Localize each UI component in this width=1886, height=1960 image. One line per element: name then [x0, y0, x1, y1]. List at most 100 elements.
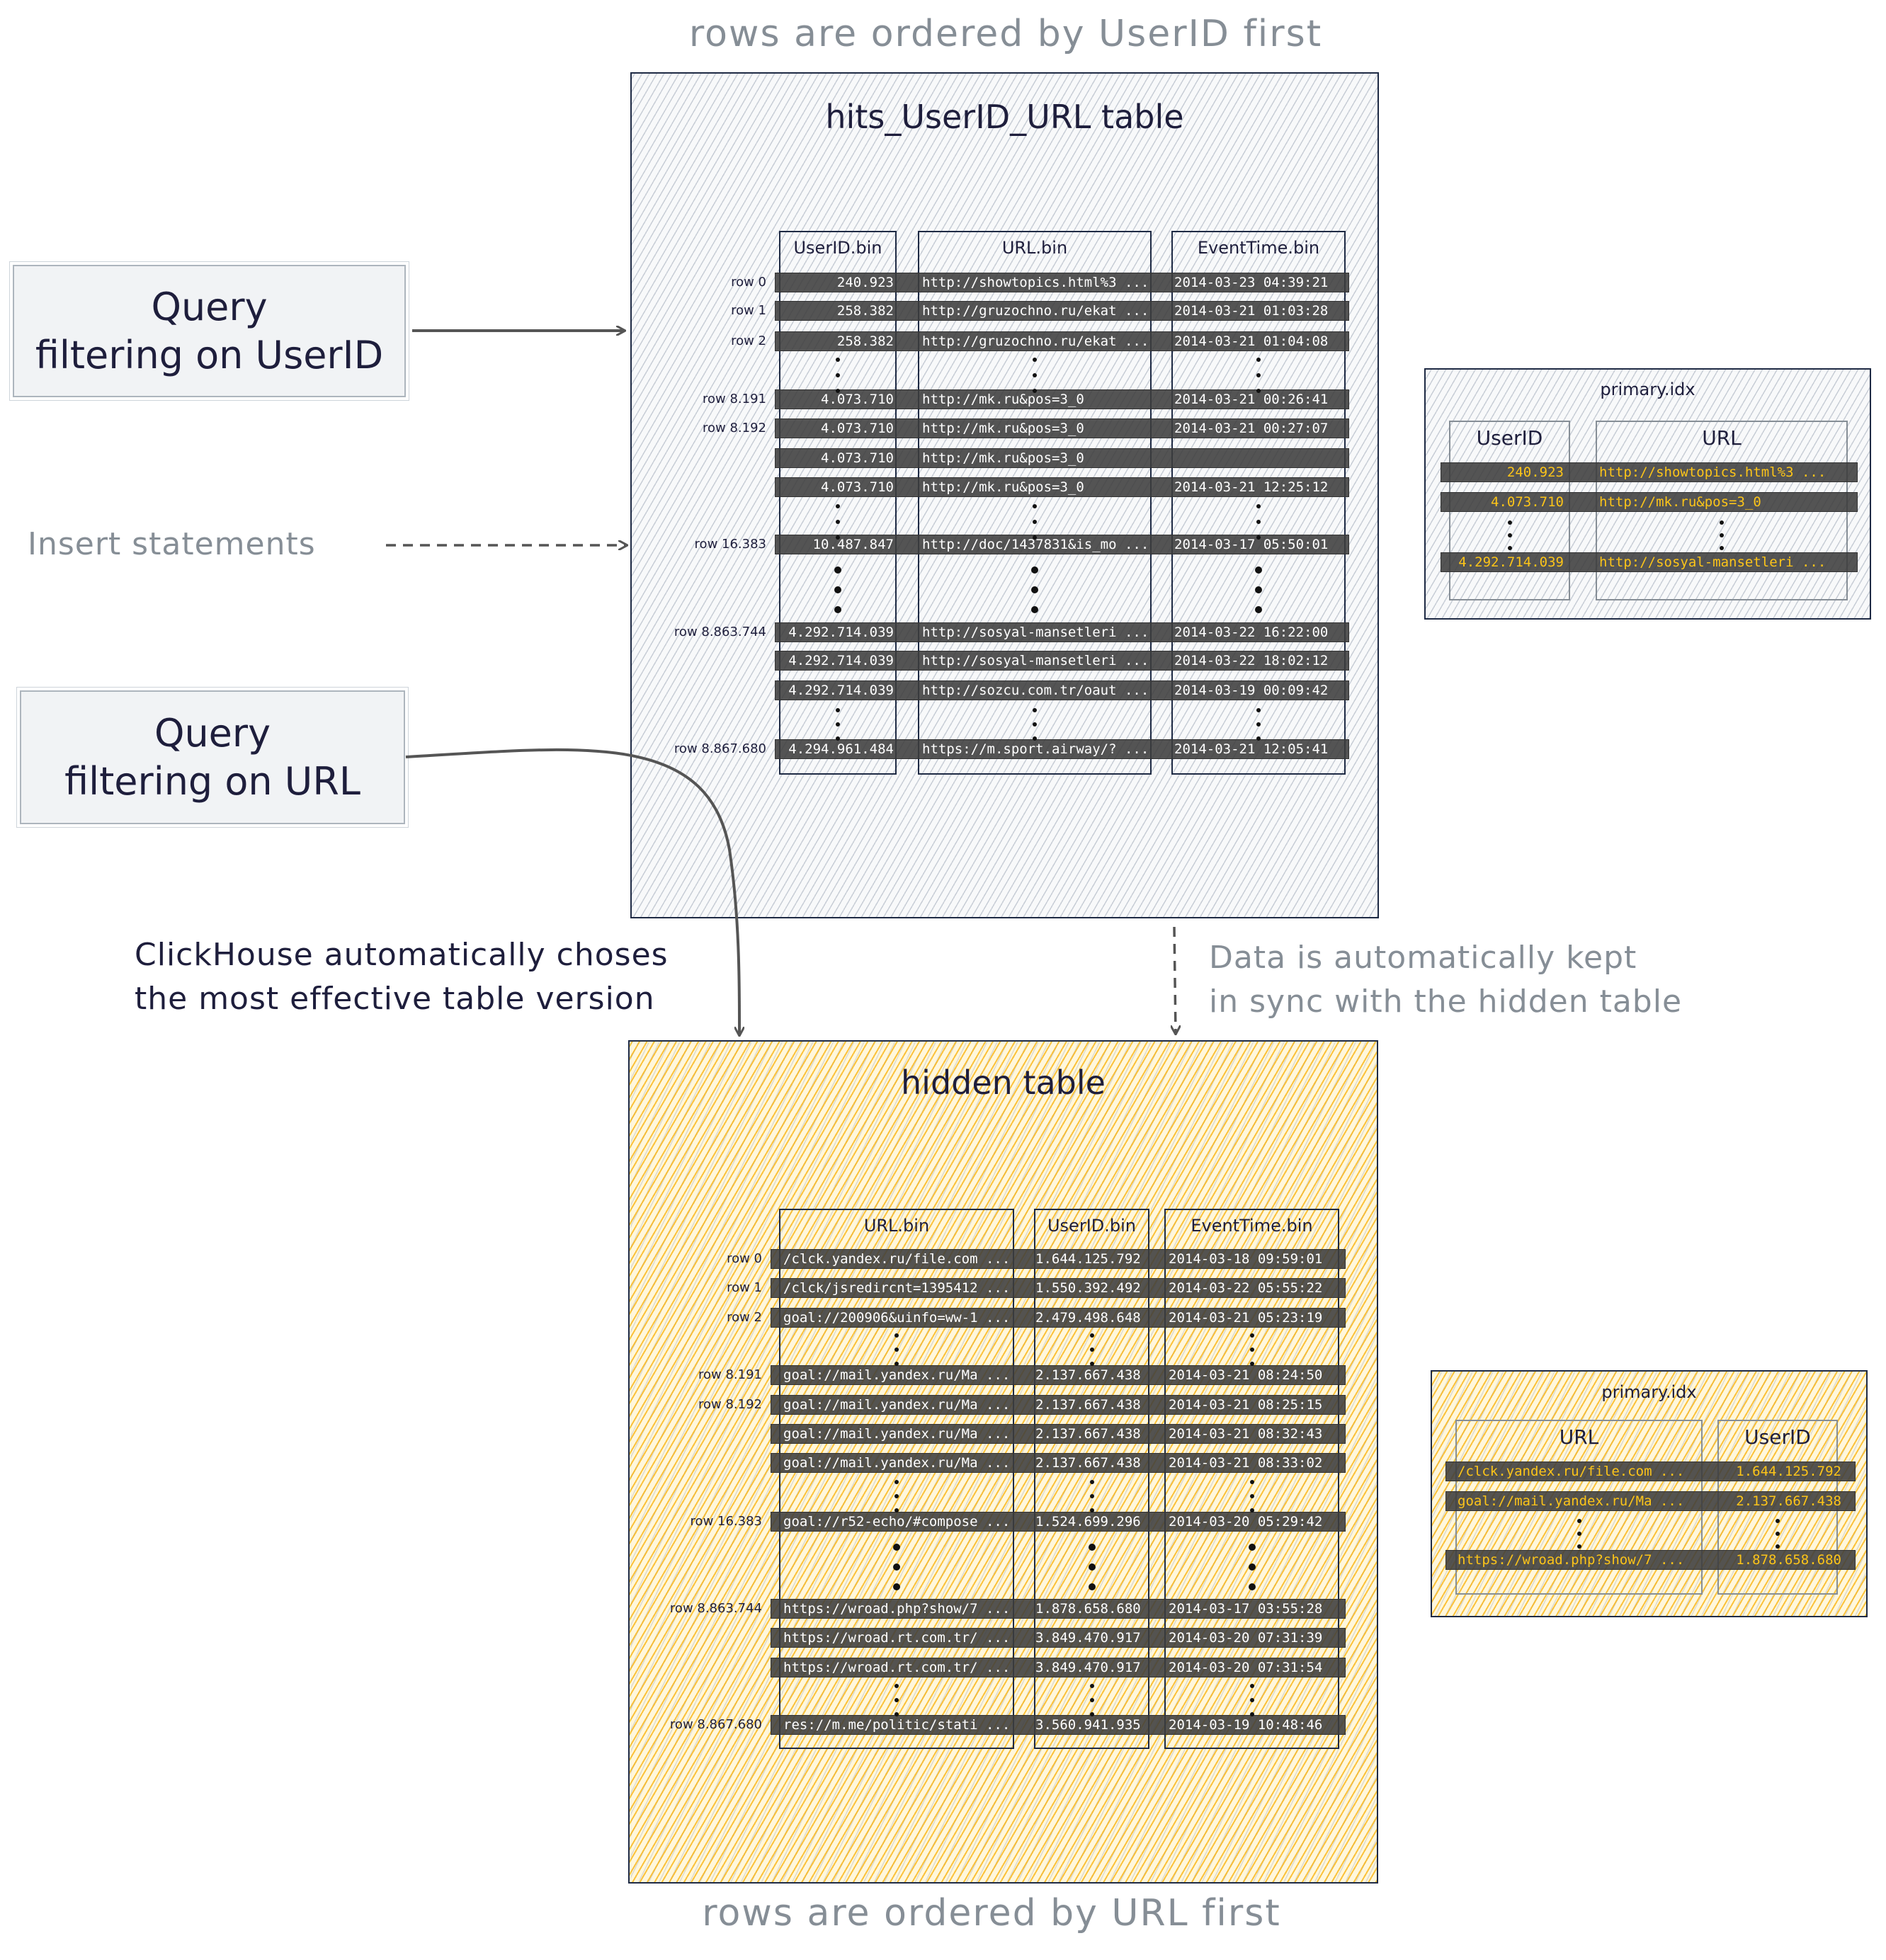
- sync-note-line1: Data is automatically kept: [1209, 940, 1637, 976]
- ellipsis-dot-icon: [836, 389, 840, 393]
- query-filter-userid-box[interactable]: Query filtering on UserID: [9, 261, 409, 401]
- ellipsis-dot-icon: [1033, 358, 1037, 362]
- ellipsis-dot-icon: [1255, 586, 1262, 593]
- query-userid-line1: Query: [151, 284, 268, 329]
- ellipsis-dot-icon: [894, 1494, 899, 1498]
- ellipsis-dot-icon: [1031, 586, 1038, 593]
- sync-note: Data is automatically kept in sync with …: [1209, 936, 1682, 1024]
- clickhouse-note-line2: the most effective table version: [135, 981, 655, 1017]
- arrow-query-url-to-hidden-table: [405, 748, 739, 1035]
- table-cell: 2014-03-18 09:59:01: [1169, 1251, 1323, 1267]
- table-cell: 3.849.470.917: [1035, 1660, 1141, 1675]
- row-label: row 2: [731, 334, 766, 348]
- ellipsis-dot-icon: [1255, 566, 1262, 574]
- table-row: [775, 477, 1349, 497]
- table-cell: /clck/jsredircnt=1395412 ...: [783, 1280, 1011, 1296]
- index-cell: http://showtopics.html%3 ...: [1599, 465, 1827, 480]
- ellipsis-dot-icon: [1088, 1544, 1096, 1551]
- ellipsis-dot-icon: [893, 1563, 900, 1571]
- row-label: row 8.191: [698, 1367, 762, 1382]
- column-0: [779, 231, 897, 775]
- ellipsis-dot-icon: [1720, 546, 1724, 550]
- column-header: UserID.bin: [793, 238, 882, 258]
- main-table-title: hits_UserID_URL table: [825, 98, 1184, 136]
- ellipsis-dot-icon: [1776, 1544, 1780, 1549]
- ellipsis-dot-icon: [836, 736, 840, 741]
- table-cell: 2014-03-20 07:31:54: [1169, 1660, 1323, 1675]
- table-row: [775, 622, 1349, 642]
- top-caption: rows are ordered by UserID first: [688, 13, 1323, 55]
- ellipsis-dot-icon: [894, 1684, 899, 1688]
- table-cell: 2014-03-21 05:23:19: [1169, 1310, 1323, 1326]
- ellipsis-dot-icon: [836, 520, 840, 524]
- ellipsis-dot-icon: [1249, 1333, 1254, 1338]
- query-url-line1: Query: [154, 710, 271, 756]
- table-cell: https://wroad.php?show/7 ...: [783, 1601, 1011, 1617]
- ellipsis-dot-icon: [1249, 1684, 1254, 1688]
- table-cell: 258.382: [836, 334, 894, 349]
- insert-statements-label: Insert statements: [28, 526, 316, 562]
- table-row: [775, 331, 1349, 351]
- table-cell: goal://mail.yandex.ru/Ma ...: [783, 1426, 1011, 1442]
- index-row: [1441, 492, 1858, 512]
- column-1: [1034, 1209, 1149, 1749]
- index-cell: 240.923: [1506, 465, 1564, 480]
- row-label: row 1: [731, 303, 766, 318]
- table-cell: http://mk.ru&pos=3_0: [922, 479, 1084, 495]
- ellipsis-dot-icon: [1256, 373, 1261, 377]
- ellipsis-dot-icon: [1249, 1494, 1254, 1498]
- ellipsis-dot-icon: [1776, 1519, 1780, 1523]
- table-row: [771, 1249, 1346, 1269]
- ellipsis-dot-icon: [1720, 520, 1724, 525]
- index-cell: 4.292.714.039: [1458, 554, 1564, 570]
- table-cell: goal://mail.yandex.ru/Ma ...: [783, 1367, 1011, 1383]
- table-cell: 2014-03-21 01:03:28: [1174, 303, 1329, 319]
- index-cell: 1.644.125.792: [1736, 1464, 1841, 1479]
- ellipsis-dot-icon: [1033, 373, 1037, 377]
- ellipsis-dot-icon: [1089, 1698, 1094, 1702]
- table-cell: 4.292.714.039: [788, 653, 894, 668]
- column-header: URL.bin: [863, 1216, 930, 1236]
- query-userid-line2: filtering on UserID: [35, 332, 384, 377]
- ellipsis-dot-icon: [894, 1698, 899, 1702]
- table-cell: goal://mail.yandex.ru/Ma ...: [783, 1397, 1011, 1413]
- ellipsis-dot-icon: [1776, 1532, 1780, 1536]
- table-cell: 4.073.710: [821, 421, 894, 436]
- ellipsis-dot-icon: [1249, 1712, 1254, 1716]
- table-row: [771, 1395, 1346, 1415]
- ellipsis-dot-icon: [1033, 504, 1037, 508]
- row-label: row 8.863.744: [669, 1601, 762, 1616]
- index-cell: http://mk.ru&pos=3_0: [1599, 494, 1761, 510]
- ellipsis-dot-icon: [894, 1712, 899, 1716]
- ellipsis-dot-icon: [836, 722, 840, 727]
- table-cell: 2014-03-21 12:05:41: [1174, 741, 1329, 757]
- row-label: row 8.867.680: [674, 741, 766, 756]
- query-filter-url-box[interactable]: Query filtering on URL: [16, 687, 409, 828]
- ellipsis-dot-icon: [894, 1362, 899, 1366]
- ellipsis-dot-icon: [1033, 389, 1037, 393]
- ellipsis-dot-icon: [1256, 520, 1261, 524]
- ellipsis-dot-icon: [1089, 1684, 1094, 1688]
- table-cell: 1.878.658.680: [1035, 1601, 1141, 1617]
- table-row: [771, 1308, 1346, 1328]
- table-cell: https://m.sport.airway/? ...: [922, 741, 1149, 757]
- column-header: EventTime.bin: [1197, 238, 1320, 258]
- table-cell: http://sosyal-mansetleri ...: [922, 625, 1149, 640]
- row-label: row 8.867.680: [669, 1717, 762, 1732]
- ellipsis-dot-icon: [1033, 722, 1037, 727]
- table-row: [771, 1424, 1346, 1444]
- row-label: row 1: [727, 1280, 762, 1295]
- table-cell: goal://200906&uinfo=ww-1 ...: [783, 1310, 1011, 1326]
- table-cell: 258.382: [836, 303, 894, 319]
- ellipsis-dot-icon: [1248, 1563, 1256, 1571]
- sync-note-line2: in sync with the hidden table: [1209, 984, 1683, 1020]
- index-column-header: UserID: [1744, 1425, 1811, 1449]
- column-2: [1171, 231, 1346, 775]
- table-cell: 2014-03-22 18:02:12: [1174, 653, 1329, 668]
- table-cell: 2.479.498.648: [1035, 1310, 1141, 1326]
- row-label: row 0: [731, 275, 766, 290]
- table-cell: 2014-03-17 03:55:28: [1169, 1601, 1323, 1617]
- table-cell: 2.137.667.438: [1035, 1426, 1141, 1442]
- ellipsis-dot-icon: [836, 535, 840, 540]
- row-label: row 0: [727, 1251, 762, 1266]
